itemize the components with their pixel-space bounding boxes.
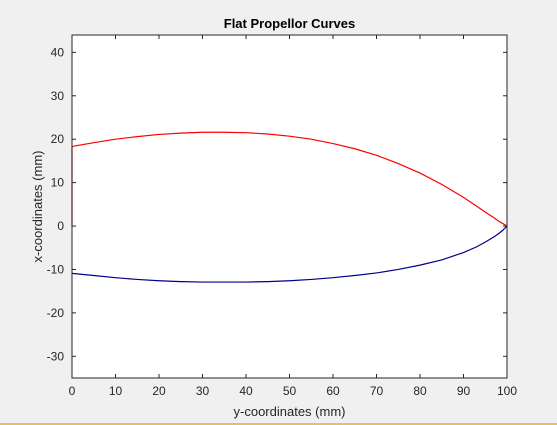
y-tick-label: 30 — [51, 89, 65, 103]
chart-title: Flat Propellor Curves — [224, 16, 355, 31]
x-tick-layer: 0 10 20 30 40 50 60 70 80 90 100 — [69, 35, 517, 398]
x-tick-label: 90 — [457, 384, 471, 398]
y-tick-label: -20 — [47, 306, 65, 320]
series-line-2 — [71, 225, 508, 283]
y-tick-layer: 40 30 20 10 0 -10 -20 -30 — [47, 45, 507, 363]
x-tick-label: 100 — [497, 384, 517, 398]
x-tick-label: 80 — [413, 384, 427, 398]
y-tick-label: 0 — [57, 219, 64, 233]
x-tick-label: 40 — [239, 384, 253, 398]
y-tick-label: -30 — [47, 349, 65, 363]
y-tick-label: -10 — [47, 262, 65, 276]
y-tick-label: 20 — [51, 132, 65, 146]
y-axis-label: x-coordinates (mm) — [30, 151, 45, 263]
x-tick-label: 0 — [69, 384, 76, 398]
plot-area — [72, 35, 507, 378]
x-tick-label: 50 — [283, 384, 297, 398]
x-tick-label: 30 — [196, 384, 210, 398]
x-tick-label: 10 — [109, 384, 123, 398]
x-axis-label: y-coordinates (mm) — [234, 404, 346, 419]
series-layer — [71, 131, 508, 283]
x-tick-label: 20 — [152, 384, 166, 398]
y-tick-label: 40 — [51, 45, 65, 59]
x-tick-label: 60 — [326, 384, 340, 398]
y-tick-label: 10 — [51, 176, 65, 190]
window-bottom-strip — [0, 423, 557, 425]
x-tick-label: 70 — [370, 384, 384, 398]
series-line-1 — [71, 131, 508, 227]
